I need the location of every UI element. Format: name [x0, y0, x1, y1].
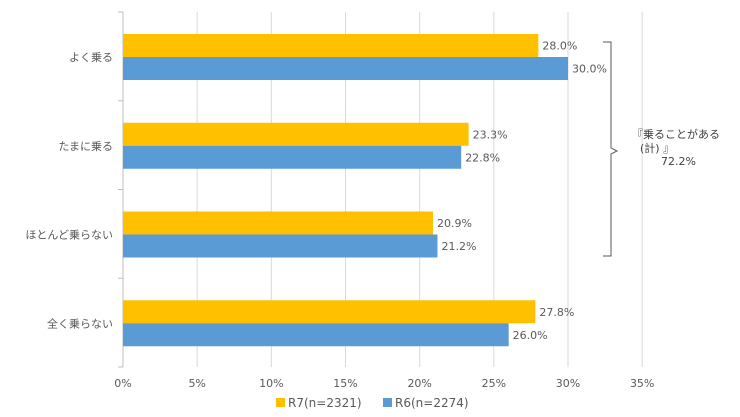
category-label-0: よく乗る — [69, 51, 113, 64]
labels: 0% 5% 10% 15% 20% 25% 30% 35% 28.0% 30.0% よく乗る 23.3… — [25, 40, 654, 391]
legend-swatch-1 — [383, 398, 392, 407]
annotation-bracket — [603, 41, 619, 257]
annotation-line2: (計) 』 — [640, 141, 674, 155]
bar-1-1 — [123, 145, 462, 169]
bar-1-0 — [123, 57, 568, 80]
x-tick-label-2: 10% — [259, 377, 283, 390]
x-tick-label-3: 15% — [333, 377, 357, 390]
data-label-1-0: 30.0% — [572, 63, 607, 76]
category-label-3: 全く乗らない — [47, 316, 113, 330]
bar-0-2 — [123, 211, 434, 235]
bar-0-3 — [123, 300, 536, 324]
data-label-0-2: 20.9% — [437, 217, 472, 230]
x-tick-label-4: 20% — [407, 377, 431, 390]
bar-0-0 — [123, 34, 539, 57]
legend-label-0: R7(n=2321) — [288, 396, 362, 410]
data-label-0-1: 23.3% — [473, 128, 508, 141]
bar-0-1 — [123, 122, 469, 146]
x-tick-label-7: 35% — [630, 377, 654, 390]
x-tick-label-0: 0% — [114, 377, 131, 390]
data-label-1-2: 21.2% — [441, 240, 476, 253]
legend-label-1: R6(n=2274) — [395, 396, 469, 410]
category-label-1: たまに乗る — [58, 140, 113, 153]
legend: R7(n=2321) R6(n=2274) — [276, 396, 469, 410]
bracket-annotation: 『乗ることがある (計) 』 72.2% — [603, 41, 720, 257]
data-label-1-3: 26.0% — [513, 329, 548, 342]
x-tick-label-5: 25% — [482, 377, 506, 390]
category-label-2: ほとんど乗らない — [25, 229, 113, 242]
bars — [123, 34, 568, 347]
data-label-0-0: 28.0% — [542, 40, 577, 53]
x-tick-label-1: 5% — [188, 377, 205, 390]
bar-1-2 — [123, 234, 438, 258]
annotation-line1: 『乗ることがある — [632, 127, 720, 141]
data-label-0-3: 27.8% — [539, 306, 574, 319]
x-tick-label-6: 30% — [556, 377, 580, 390]
bar-1-3 — [123, 323, 509, 347]
data-label-1-1: 22.8% — [465, 151, 500, 164]
annotation-line3: 72.2% — [661, 155, 696, 168]
legend-swatch-0 — [276, 398, 285, 407]
